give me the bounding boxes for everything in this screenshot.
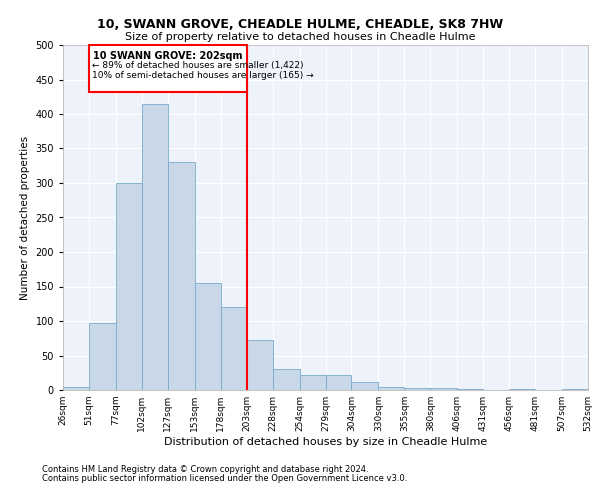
Bar	[430, 388, 457, 390]
Text: Contains HM Land Registry data © Crown copyright and database right 2024.: Contains HM Land Registry data © Crown c…	[42, 466, 368, 474]
Bar	[379, 386, 404, 390]
Text: 10, SWANN GROVE, CHEADLE HULME, CHEADLE, SK8 7HW: 10, SWANN GROVE, CHEADLE HULME, CHEADLE,…	[97, 18, 503, 30]
Bar	[63, 386, 89, 390]
Text: Contains public sector information licensed under the Open Government Licence v3: Contains public sector information licen…	[42, 474, 407, 483]
Bar	[89, 45, 247, 92]
Bar	[352, 382, 379, 390]
Bar	[195, 283, 221, 390]
Y-axis label: Number of detached properties: Number of detached properties	[20, 136, 30, 300]
X-axis label: Distribution of detached houses by size in Cheadle Hulme: Distribution of detached houses by size …	[164, 437, 487, 447]
Bar	[325, 375, 352, 390]
Text: Size of property relative to detached houses in Cheadle Hulme: Size of property relative to detached ho…	[125, 32, 475, 42]
Bar	[272, 370, 299, 390]
Bar	[142, 104, 168, 390]
Bar	[299, 375, 325, 390]
Bar	[404, 388, 430, 390]
Text: ← 89% of detached houses are smaller (1,422): ← 89% of detached houses are smaller (1,…	[92, 61, 304, 70]
Bar	[457, 388, 483, 390]
Bar	[221, 307, 247, 390]
Text: 10 SWANN GROVE: 202sqm: 10 SWANN GROVE: 202sqm	[93, 51, 242, 61]
Bar	[89, 323, 116, 390]
Bar	[116, 183, 142, 390]
Bar	[168, 162, 195, 390]
Text: 10% of semi-detached houses are larger (165) →: 10% of semi-detached houses are larger (…	[92, 70, 314, 80]
Bar	[247, 340, 272, 390]
